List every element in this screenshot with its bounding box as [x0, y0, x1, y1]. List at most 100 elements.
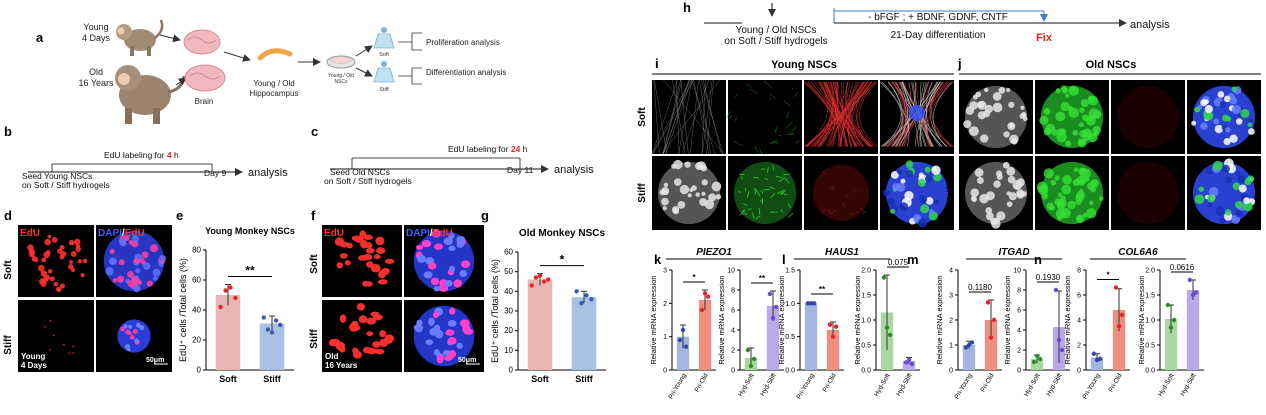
l-primary-ytick-label: 0.5 — [785, 334, 795, 341]
g-point — [579, 300, 584, 306]
hippocampus-icon — [257, 48, 293, 61]
j-soft-map2 — [959, 80, 1033, 154]
f-row-soft: Soft — [309, 254, 320, 274]
j-row-soft: Soft — [946, 107, 957, 127]
fiber — [785, 121, 793, 130]
fiber — [783, 100, 791, 107]
l-primary-bar-0 — [804, 303, 818, 370]
l-primary-ytick-label: 0.0 — [785, 368, 795, 375]
cell — [1070, 86, 1076, 92]
b-seed-label-2: on Soft / Stiff hydrogels — [22, 180, 110, 190]
l-hydrogel-point — [881, 275, 887, 280]
e-point — [269, 330, 275, 335]
m-hydrogel-ytick-label: 8 — [1017, 288, 1021, 295]
cell — [1020, 105, 1025, 110]
nucleus — [132, 328, 138, 334]
m-primary-ytick-label: 0 — [949, 368, 953, 375]
nucleus — [127, 280, 134, 288]
l-hydrogel-sig-label: 0.075 — [888, 258, 909, 267]
g-chart: 0 10 20 30 40 50 60 Soft Stiff * EdU⁺ cells /Total… — [490, 228, 606, 384]
nucleus — [459, 270, 468, 277]
g-ytick-label: 60 — [504, 248, 513, 257]
fiber — [763, 188, 770, 191]
cell — [896, 168, 903, 175]
cell — [1082, 131, 1093, 141]
edu-nucleus — [344, 260, 351, 266]
fiber — [769, 139, 778, 144]
c-seed-label-1: Seed Old NSCs — [330, 167, 390, 177]
c-day-label: Day 11 — [507, 165, 534, 175]
panel-c-timeline: EdU labeling for 24 h Seed Old NSCs on S… — [324, 144, 594, 186]
fiber — [897, 81, 909, 147]
cell — [899, 202, 909, 212]
k-primary-category-label: Pri-Young — [668, 372, 688, 400]
m-primary-ytick-label: 1 — [949, 343, 953, 350]
edu-nucleus — [74, 238, 81, 246]
cell — [711, 181, 722, 192]
fiber — [827, 209, 831, 215]
differentiation-label: Differentiation analysis — [426, 68, 506, 77]
j-soft-gfap — [1035, 80, 1109, 154]
edu-nucleus — [381, 267, 390, 275]
cell — [1043, 108, 1051, 116]
j-title: Old NSCs — [1086, 59, 1137, 71]
fiber — [701, 79, 724, 155]
cell — [1067, 200, 1076, 210]
cell — [1060, 101, 1070, 112]
edu-nucleus — [77, 259, 82, 264]
fiber — [822, 170, 828, 175]
cell — [1082, 114, 1089, 121]
panel-letter-k: k — [654, 252, 662, 267]
edu-nucleus — [336, 262, 344, 269]
fiber — [817, 81, 831, 147]
f-stiff-merge — [404, 300, 484, 372]
nucleus — [136, 322, 141, 328]
fiber — [820, 81, 857, 147]
fiber — [764, 177, 769, 181]
nucleus — [456, 235, 466, 244]
cell — [1092, 125, 1101, 135]
f-dapi-text: DAPI — [406, 228, 430, 239]
g-point — [529, 283, 534, 288]
edu-nucleus — [75, 244, 81, 249]
cell — [905, 160, 914, 169]
edu-nucleus — [28, 248, 36, 256]
edu-nucleus — [359, 230, 367, 239]
cell — [1079, 189, 1084, 194]
cell — [1051, 129, 1059, 136]
fiber — [665, 79, 692, 155]
m-primary-bar-0 — [962, 345, 976, 370]
m-hydrogel-point — [1053, 287, 1059, 293]
cell — [715, 194, 722, 200]
fiber — [792, 125, 797, 133]
l-hydrogel-point — [887, 332, 893, 338]
k-primary-point — [677, 337, 683, 343]
fiber — [780, 189, 787, 196]
l-hydrogel-point — [909, 361, 915, 367]
nucleus — [431, 229, 441, 238]
g-point — [584, 293, 589, 298]
cell — [977, 100, 987, 110]
f-row-stiff: Stiff — [309, 329, 320, 349]
nucleus — [137, 280, 142, 285]
fiber — [767, 167, 769, 174]
g-point — [541, 279, 547, 284]
k-primary-category-label: Pri-Old — [694, 372, 710, 393]
cell — [1238, 184, 1247, 193]
f-age2: 16 Years — [325, 361, 358, 370]
fiber — [755, 215, 761, 220]
l-primary-point — [805, 301, 811, 306]
fiber — [787, 212, 794, 218]
n-primary-bar-1 — [1112, 310, 1126, 370]
cell — [1006, 201, 1013, 207]
fiber — [769, 97, 772, 100]
k-hydrogel-category-label: Hyd-Soft — [737, 372, 756, 398]
b-day-label: Day 9 — [204, 168, 226, 178]
cell — [1011, 138, 1018, 145]
m-primary-ytick-label: 3 — [949, 293, 953, 300]
cell — [1086, 208, 1097, 219]
nucleus — [417, 255, 426, 263]
cell — [1203, 99, 1209, 105]
edu-nucleus — [51, 236, 58, 243]
